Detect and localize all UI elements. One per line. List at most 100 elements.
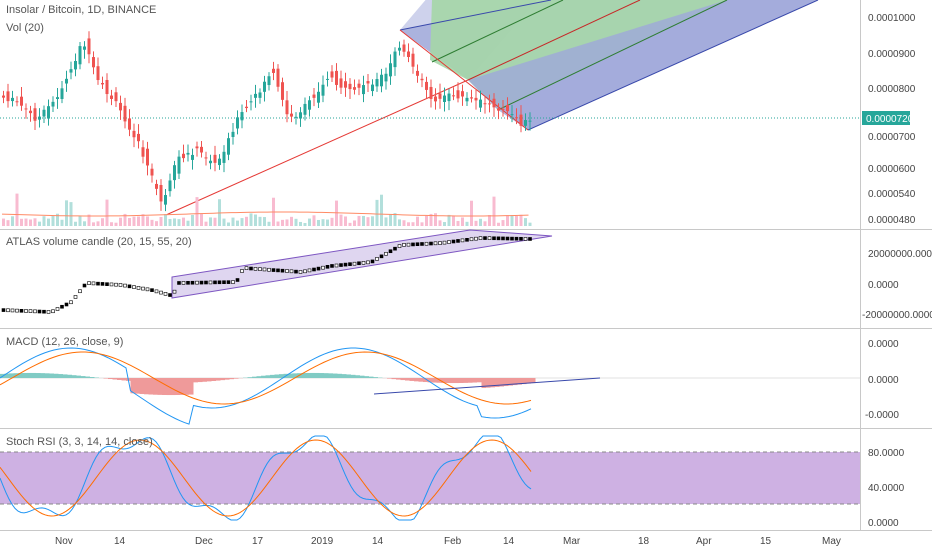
candle-body xyxy=(173,165,176,181)
atlas-candle xyxy=(276,268,280,273)
volume-bar xyxy=(51,215,55,226)
macd-histogram-bar xyxy=(463,378,468,383)
macd-label[interactable]: MACD (12, 26, close, 9) xyxy=(6,336,124,348)
stoch-label[interactable]: Stoch RSI (3, 3, 14, 14, close) xyxy=(6,436,153,448)
volume-bar xyxy=(483,221,487,226)
candle-body xyxy=(177,156,181,174)
volume-bar xyxy=(33,218,37,226)
volume-label[interactable]: Vol (20) xyxy=(6,22,44,34)
candle-body xyxy=(69,69,73,73)
atlas-candle xyxy=(145,287,150,292)
candle-body xyxy=(515,117,518,119)
volume-bar xyxy=(506,215,509,226)
atlas-candle xyxy=(379,254,384,259)
atlas-candle xyxy=(235,278,240,282)
atlas-candle xyxy=(267,267,271,272)
macd-histogram-bar xyxy=(103,378,108,379)
volume-bar xyxy=(204,221,208,226)
time-tick: 18 xyxy=(638,536,650,547)
macd-histogram-bar xyxy=(211,378,216,382)
volume-bar xyxy=(510,215,514,226)
macd-histogram-bar xyxy=(526,378,531,384)
macd-histogram-bar xyxy=(423,378,428,383)
macd-histogram-bar xyxy=(432,378,437,383)
stoch-k-line xyxy=(0,435,532,521)
candle-body xyxy=(186,152,190,155)
macd-histogram-bar xyxy=(351,374,356,378)
volume-bar xyxy=(11,216,14,226)
macd-histogram-bar xyxy=(337,373,342,378)
atlas-label[interactable]: ATLAS volume candle (20, 15, 55, 20) xyxy=(6,236,192,248)
atlas-candle xyxy=(519,236,523,241)
volume-bar xyxy=(488,215,491,226)
volume-bar xyxy=(438,220,442,226)
atlas-candle xyxy=(177,281,181,285)
candle-body xyxy=(87,38,91,55)
price-tick: 0.0000700 xyxy=(868,132,916,143)
volume-bar xyxy=(92,222,95,226)
atlas-candle xyxy=(82,283,87,288)
volume-bar xyxy=(465,221,469,226)
time-axis[interactable]: Nov 14 Dec 17 2019 14 Feb 14 Mar 18 Apr … xyxy=(55,536,841,547)
macd-trendline[interactable] xyxy=(373,377,601,395)
time-tick: Dec xyxy=(195,536,213,547)
macd-histogram-bar xyxy=(486,378,491,388)
candle-body xyxy=(312,94,316,98)
current-price-tag xyxy=(862,111,910,125)
symbol-title[interactable]: Insolar / Bitcoin, 1D, BINANCE xyxy=(6,4,157,16)
candle-body xyxy=(105,79,109,95)
candle-body xyxy=(456,90,460,99)
macd-histogram-bar xyxy=(319,373,324,378)
atlas-candle xyxy=(366,260,370,265)
macd-histogram-bar xyxy=(508,378,513,386)
atlas-candle xyxy=(96,281,100,286)
pitchfork-drawing[interactable] xyxy=(165,0,819,216)
atlas-candle xyxy=(105,282,109,286)
volume-bar xyxy=(321,219,325,226)
candle-body xyxy=(101,82,104,85)
candle-body xyxy=(29,110,32,114)
volume-bar xyxy=(330,217,334,226)
volume-bar xyxy=(42,216,46,226)
atlas-candle xyxy=(447,240,451,244)
candle-body xyxy=(263,81,266,92)
candle-body xyxy=(159,185,163,202)
atlas-candle xyxy=(226,280,231,284)
macd-histogram-bar xyxy=(148,378,153,395)
candle-body xyxy=(110,95,113,99)
atlas-candle xyxy=(438,241,442,245)
price-axis[interactable]: 0.0001000 0.0000900 0.0000800 0.0000700 … xyxy=(868,13,916,226)
macd-signal-line xyxy=(0,351,532,405)
volume-bar xyxy=(312,215,316,226)
atlas-candle xyxy=(28,309,33,313)
macd-histogram-bar xyxy=(207,378,212,382)
volume-bar xyxy=(501,220,505,226)
macd-histogram-bar xyxy=(346,374,351,378)
volume-bar xyxy=(371,216,374,226)
price-tick: 0.0000900 xyxy=(868,49,916,60)
candle-body xyxy=(479,99,482,108)
macd-histogram-bar xyxy=(157,378,162,395)
atlas-candle xyxy=(321,265,325,270)
stoch-axis[interactable]: 80.0000 40.0000 0.0000 xyxy=(868,448,905,529)
volume-bar xyxy=(141,214,145,226)
atlas-candle xyxy=(307,268,312,273)
macd-axis[interactable]: 0.0000 0.0000 -0.0000 xyxy=(865,339,899,421)
volume-bar xyxy=(452,215,455,226)
volume-bar xyxy=(456,220,460,226)
price-tick: 0.0001000 xyxy=(868,13,916,24)
macd-histogram-bar xyxy=(130,378,135,394)
atlas-candle xyxy=(78,289,82,294)
volume-bar xyxy=(231,217,235,226)
candle-body xyxy=(65,78,68,84)
time-tick: 17 xyxy=(252,536,264,547)
macd-histogram-bar xyxy=(193,378,198,383)
atlas-candle xyxy=(523,237,528,241)
price-tick: 0.0000800 xyxy=(868,84,916,95)
candle-body xyxy=(330,71,334,78)
atlas-candle xyxy=(361,260,366,265)
atlas-axis[interactable]: 20000000.0000 0.0000 -20000000.0000 xyxy=(862,249,932,321)
volume-bar xyxy=(186,220,190,226)
macd-histogram-bar xyxy=(441,378,446,383)
